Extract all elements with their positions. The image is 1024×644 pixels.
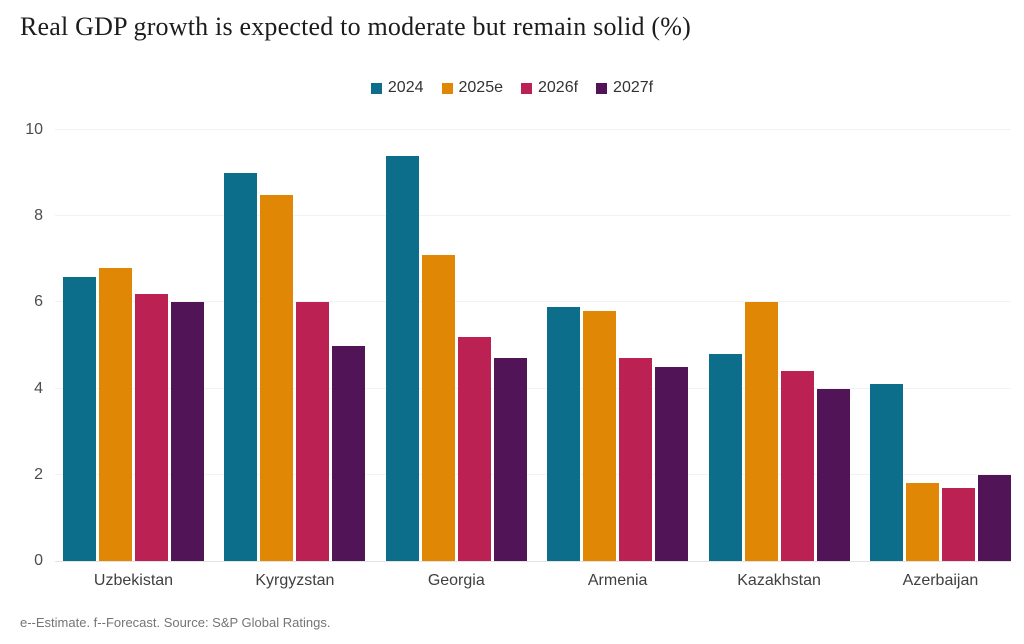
bar-armenia-2024 <box>547 306 581 561</box>
legend-item-2024: 2024 <box>370 79 424 97</box>
bar-armenia-2026f <box>619 358 653 561</box>
bar-georgia-2024 <box>385 155 419 561</box>
legend-item-2027f: 2027f <box>596 79 653 97</box>
bar-armenia-2027f <box>655 367 689 561</box>
bar-azerbaijan-2024 <box>869 384 903 561</box>
x-axis-label-kazakhstan: Kazakhstan <box>737 572 821 589</box>
footnote: e--Estimate. f--Forecast. Source: S&P Gl… <box>20 615 331 630</box>
bar-uzbekistan-2024 <box>63 276 96 561</box>
bar-azerbaijan-2027f <box>977 474 1011 561</box>
y-tick-label-2: 2 <box>34 465 43 483</box>
gridline-10 <box>55 129 1011 130</box>
legend-label: 2025e <box>458 79 504 96</box>
legend-item-2026f: 2026f <box>521 79 578 97</box>
bar-group-uzbekistan: Uzbekistan <box>63 130 204 589</box>
bar-azerbaijan-2026f <box>941 487 975 561</box>
chart-title: Real GDP growth is expected to moderate … <box>20 12 691 41</box>
legend: 2024 2025e 2026f 2027f <box>0 79 1024 97</box>
bar-uzbekistan-2027f <box>171 302 204 561</box>
bar-georgia-2026f <box>457 336 491 561</box>
bar-group-azerbaijan: Azerbaijan <box>869 130 1011 589</box>
plot-area: 0 2 4 6 8 10 Uzbekistan Kyrgyzstan Georgia Armen… <box>25 121 1011 589</box>
bar-group-kyrgyzstan: Kyrgyzstan <box>224 130 366 589</box>
bar-kyrgyzstan-2027f <box>332 345 366 561</box>
legend-label: 2024 <box>387 79 424 96</box>
x-axis-label-georgia: Georgia <box>427 572 485 589</box>
bar-group-armenia: Armenia <box>547 130 689 589</box>
legend-label: 2027f <box>613 79 654 96</box>
bar-kyrgyzstan-2025e <box>260 194 294 561</box>
gridline-4 <box>55 387 1011 389</box>
y-tick-label-8: 8 <box>34 207 43 225</box>
bar-uzbekistan-2026f <box>135 293 168 561</box>
legend-swatch-icon <box>370 82 382 94</box>
x-axis-label-armenia: Armenia <box>587 572 648 589</box>
bar-azerbaijan-2025e <box>905 483 939 561</box>
bar-georgia-2027f <box>493 358 527 561</box>
y-tick-label-0: 0 <box>34 552 43 569</box>
gridline-2 <box>55 473 1011 475</box>
legend-swatch-icon <box>521 82 532 94</box>
y-tick-label-10: 10 <box>25 121 43 138</box>
x-axis-label-uzbekistan: Uzbekistan <box>93 572 174 589</box>
gridline-6 <box>55 301 1011 303</box>
bar-group-georgia: Georgia <box>385 130 527 589</box>
bar-uzbekistan-2025e <box>99 267 132 561</box>
y-tick-label-6: 6 <box>34 293 43 311</box>
bar-georgia-2025e <box>421 255 455 561</box>
legend-label: 2026f <box>538 79 579 96</box>
bar-kazakhstan-2024 <box>708 354 742 561</box>
bar-group-kazakhstan: Kazakhstan <box>708 130 850 589</box>
bar-kyrgyzstan-2024 <box>224 173 258 561</box>
x-axis-label-kyrgyzstan: Kyrgyzstan <box>255 572 335 589</box>
bar-kazakhstan-2026f <box>780 371 814 561</box>
bar-armenia-2025e <box>583 311 617 561</box>
y-tick-label-4: 4 <box>34 379 43 397</box>
x-axis-label-azerbaijan: Azerbaijan <box>902 572 979 589</box>
bar-kazakhstan-2027f <box>816 388 850 561</box>
gridline-8 <box>55 215 1011 217</box>
bar-kazakhstan-2025e <box>744 302 778 561</box>
bar-groups: Uzbekistan Kyrgyzstan Georgia Armenia Kazakh… <box>55 130 1011 589</box>
legend-item-2025e: 2025e <box>441 79 504 97</box>
legend-swatch-icon <box>441 82 453 94</box>
bar-kyrgyzstan-2026f <box>296 302 330 561</box>
legend-swatch-icon <box>596 82 608 94</box>
